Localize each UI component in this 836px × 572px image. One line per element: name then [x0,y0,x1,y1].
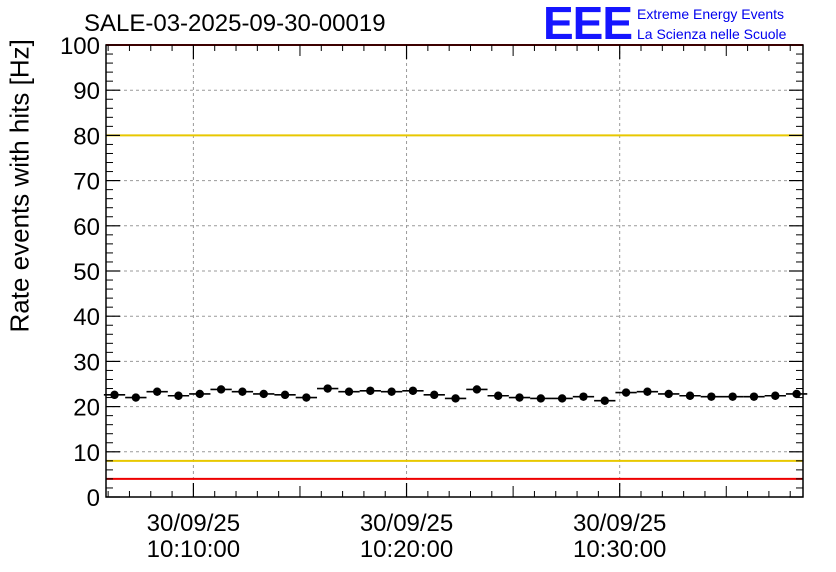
data-point [771,391,780,400]
data-point [792,389,801,399]
data-point [216,385,226,394]
y-tick-label: 0 [87,485,100,512]
x-tick-date: 30/09/25 [573,510,666,537]
data-point [323,384,332,393]
data-point [387,387,396,396]
y-tick-label: 20 [73,395,100,422]
data-point [451,394,460,403]
logo-line-2: La Scienza nelle Scuole [637,26,787,42]
y-tick-label: 60 [73,214,100,241]
data-point [280,390,290,400]
data-point [259,389,268,399]
y-tick-label: 70 [73,169,100,196]
data-point [749,392,759,401]
y-axis-label: Rate events with hits [Hz] [4,39,35,333]
data-point [621,388,631,397]
y-tick-label: 40 [73,304,100,331]
data-point [302,393,311,402]
data-point [493,391,503,400]
data-point [344,387,354,396]
y-tick-label: 90 [73,78,100,105]
data-point [664,389,673,399]
data-point [152,387,162,396]
data-point [430,390,439,400]
eee-logo: EEE [543,0,633,49]
data-point [515,393,524,402]
y-tick-label: 50 [73,259,100,286]
data-point [110,390,119,400]
data-point [707,392,716,401]
logo-caption: Extreme Energy Events La Scienza nelle S… [637,4,786,44]
data-point [408,386,418,395]
data-point [536,394,546,403]
grid-lines [106,45,803,497]
data-point [195,389,204,399]
data-point [579,392,588,401]
x-tick-time: 10:20:00 [360,536,453,563]
data-point [557,394,567,403]
data-point [472,385,482,394]
y-tick-label: 10 [73,440,100,467]
y-tick-label: 80 [73,123,100,150]
reference-lines [106,44,803,480]
plot-frame [105,44,804,498]
x-tick-date: 30/09/25 [360,510,453,537]
data-point [238,387,247,396]
run-title: SALE-03-2025-09-30-00019 [84,10,386,37]
data-point [643,387,652,396]
data-point [131,393,141,402]
x-tick-date: 30/09/25 [147,510,240,537]
data-point [728,392,737,401]
y-tick-label: 100 [60,33,100,60]
data-point [366,386,375,395]
data-point [600,396,609,405]
x-tick-time: 10:30:00 [573,536,666,563]
y-tick-label: 30 [73,349,100,376]
logo-line-1: Extreme Energy Events [637,6,785,22]
data-point [174,391,183,400]
x-tick-time: 10:10:00 [147,536,240,563]
x-tick-labels: 30/09/2510:10:0030/09/2510:20:0030/09/25… [147,510,667,563]
data-points [103,384,808,405]
y-tick-labels: 0 10 20 30 40 50 60 70 80 90 100 [60,33,100,512]
data-point [685,391,695,400]
